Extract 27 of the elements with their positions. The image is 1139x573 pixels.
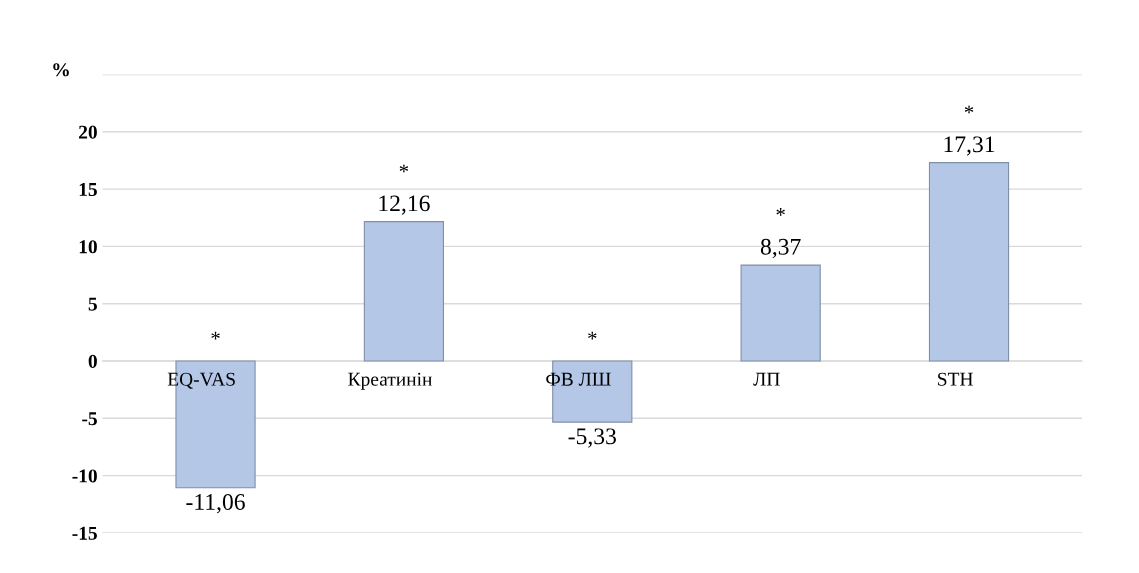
bar [363,221,445,362]
bar [740,264,821,362]
annotation: * [964,105,974,114]
y-tick-label: 20 [79,125,97,139]
data-label: 12,16 [379,195,430,215]
x-tick-label: Креатинін [348,372,432,390]
y-tick-label: -5 [82,412,97,426]
y-tick-label: -10 [72,469,97,483]
y-tick-label: 10 [79,240,97,254]
annotation: * [399,164,409,173]
data-label: 8,37 [760,238,801,259]
x-tick-label: EQ-VAS [167,372,235,389]
annotation: * [211,331,220,340]
data-label: -11,06 [186,493,245,514]
y-axis-title: % [53,63,69,77]
x-tick-label: ФВ ЛШ [546,372,611,386]
annotation: * [588,331,597,340]
bar [928,162,1010,362]
x-tick-label: STH [938,372,973,386]
y-tick-label: 0 [88,354,97,368]
annotation: * [776,208,785,216]
x-tick-label: ЛП [753,372,780,386]
y-tick-label: -15 [72,526,97,540]
data-label: -5,33 [568,428,616,448]
y-tick-label: 15 [79,183,97,197]
data-label: 17,31 [944,136,995,156]
y-tick-label: 5 [88,297,97,311]
